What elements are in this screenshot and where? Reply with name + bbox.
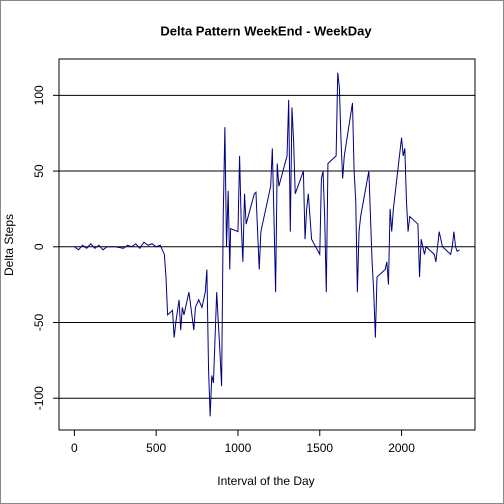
x-tick-label: 1000 (225, 441, 252, 455)
x-axis-label: Interval of the Day (217, 474, 314, 488)
y-tick-label: 0 (32, 243, 46, 250)
plot-box (58, 58, 476, 431)
y-axis-label: Delta Steps (2, 214, 16, 276)
chart-title: Delta Pattern WeekEnd - WeekDay (160, 23, 372, 38)
x-tick-label: 1500 (306, 441, 333, 455)
x-tick-label: 500 (146, 441, 166, 455)
data-line (74, 72, 460, 417)
y-tick-label: 50 (32, 164, 46, 178)
y-tick-label: -100 (32, 386, 46, 410)
x-tick-label: 0 (71, 441, 78, 455)
y-tick-label: 100 (32, 85, 46, 105)
y-tick-label: -50 (32, 313, 46, 331)
x-tick-label: 2000 (388, 441, 415, 455)
